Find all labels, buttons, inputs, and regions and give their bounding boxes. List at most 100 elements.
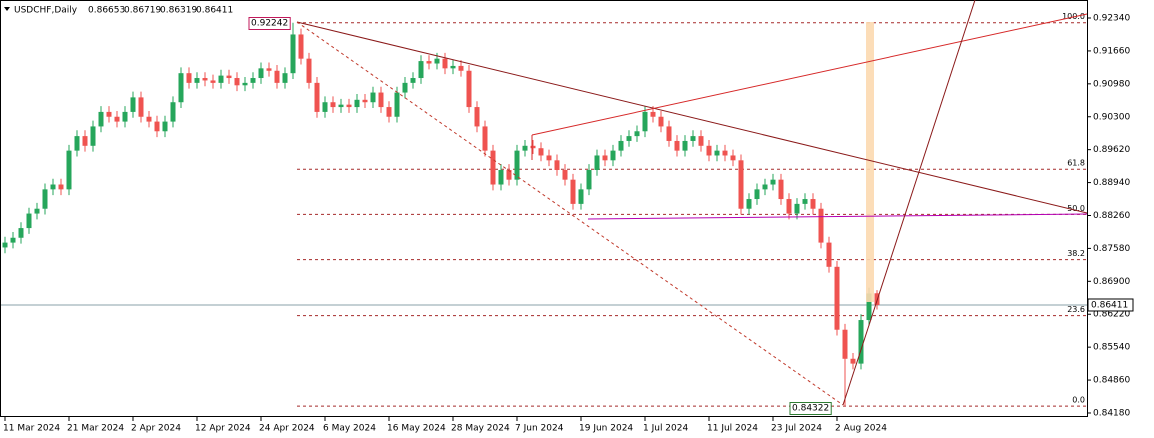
candle-body [458, 65, 464, 71]
candle-body [34, 208, 40, 214]
candle-body [138, 97, 144, 117]
fib-label: 61.8 [1067, 159, 1085, 168]
y-tick-label: 0.87580 [1093, 244, 1130, 254]
candle-body [194, 78, 200, 83]
candle-body [866, 293, 872, 321]
candle-body [570, 179, 576, 204]
candle-body [778, 179, 784, 200]
candle-body [506, 169, 512, 180]
fib-label: 50.0 [1067, 204, 1085, 213]
candle-body [18, 228, 24, 238]
candle-body [610, 150, 616, 161]
candle-body [66, 150, 72, 190]
candle-body [274, 70, 280, 83]
x-tick-label: 2 Apr 2024 [131, 424, 181, 434]
x-tick-label: 1 Jul 2024 [643, 424, 688, 434]
candle-body [818, 208, 824, 243]
candle-body [474, 107, 480, 127]
y-tick-label: 0.90980 [1093, 79, 1130, 89]
candle-body [434, 58, 440, 64]
candle-body [530, 145, 536, 149]
x-tick-label: 11 Mar 2024 [3, 424, 60, 434]
fib-label: 0.0 [1072, 396, 1085, 405]
candle-body [362, 99, 368, 103]
candle-body [346, 104, 352, 108]
plot-frame [0, 0, 1088, 417]
candle-body [730, 155, 736, 161]
candle-body [82, 136, 88, 146]
x-tick-label: 6 May 2024 [323, 424, 376, 434]
candle-body [26, 213, 32, 229]
collapse-icon [4, 7, 10, 11]
candle-body [74, 136, 80, 151]
candle-body [338, 104, 344, 108]
high-tag-box [248, 17, 291, 30]
candle-body [282, 73, 288, 83]
candle-body [674, 140, 680, 151]
candle-body [386, 107, 392, 117]
candle-body [834, 266, 840, 330]
candle-body [250, 78, 256, 83]
candle-body [354, 99, 360, 108]
candle-body [442, 58, 448, 69]
ohlc-low: 0.86319 [160, 6, 197, 16]
candle-body [130, 97, 136, 112]
y-tick-label: 0.84180 [1093, 408, 1130, 418]
candle-body [722, 150, 728, 156]
drawing-objects [296, 0, 1088, 406]
candle-body [218, 75, 224, 83]
candle-body [50, 184, 56, 190]
candle-body [226, 75, 232, 79]
channel-line [531, 13, 1088, 136]
candle-body [642, 111, 648, 132]
candle-body [10, 237, 16, 243]
ohlc-close: 0.86411 [196, 6, 233, 16]
candle-body [562, 169, 568, 180]
candle-body [378, 92, 384, 108]
x-tick-label: 28 May 2024 [451, 424, 510, 434]
candle-body [594, 155, 600, 170]
candle-body [546, 155, 552, 161]
candle-body [234, 78, 240, 86]
x-tick-label: 23 Jul 2024 [771, 424, 822, 434]
candle-body [170, 102, 176, 122]
candle-body [714, 150, 720, 156]
fib-label: 23.6 [1067, 305, 1085, 314]
ohlc-high: 0.86719 [124, 6, 161, 16]
y-tick-label: 0.86900 [1093, 277, 1130, 287]
candle-body [754, 189, 760, 200]
candle-body [786, 199, 792, 214]
candle-body [634, 131, 640, 137]
y-tick-label: 0.84860 [1093, 376, 1130, 386]
y-tick-label: 0.88940 [1093, 178, 1130, 188]
fib-label: 38.2 [1067, 249, 1085, 258]
candle-body [146, 116, 152, 122]
candle-body [418, 61, 424, 79]
ohlc-open: 0.86653 [88, 6, 125, 16]
candle-body [602, 155, 608, 161]
candle-body [538, 148, 544, 156]
highlight-band [866, 22, 874, 302]
candle-body [490, 150, 496, 185]
candle-body [106, 111, 112, 117]
candle-body [618, 140, 624, 151]
y-tick-label: 0.91660 [1093, 46, 1130, 56]
last-price-label: 0.86411 [1091, 300, 1128, 310]
candle-body [266, 68, 272, 71]
candle-body [514, 150, 520, 180]
low-tag-box [789, 402, 832, 415]
candle-body [410, 78, 416, 83]
candle-body [298, 34, 304, 59]
candle-body [370, 92, 376, 103]
candle-body [330, 102, 336, 108]
candle-body [186, 73, 192, 83]
candle-body [626, 136, 632, 141]
candle-body [770, 179, 776, 185]
candle-body [762, 184, 768, 190]
candle-body [154, 121, 160, 132]
candle-body [698, 136, 704, 146]
candle-body [650, 111, 656, 117]
x-tick-label: 16 May 2024 [387, 424, 446, 434]
candle-body [706, 145, 712, 156]
